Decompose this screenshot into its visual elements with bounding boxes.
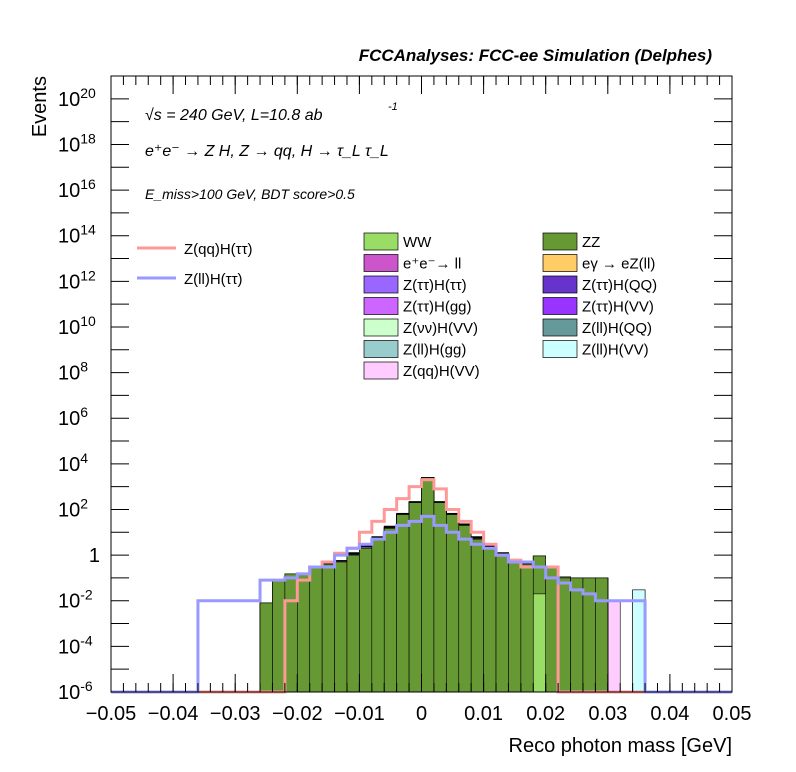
- legend-swatch: [363, 275, 399, 294]
- y-tick-label: 10-4: [58, 632, 93, 658]
- x-tick-label: −0.03: [210, 703, 261, 725]
- y-tick-label: 106: [58, 404, 88, 430]
- y-tick-label: 102: [58, 495, 88, 521]
- bar-zz: [359, 547, 373, 693]
- legend-swatch: [363, 297, 399, 315]
- legend-swatch: [542, 275, 578, 294]
- bar-zz: [383, 527, 397, 693]
- bar-zz: [284, 573, 298, 693]
- signal-line-1: [111, 514, 732, 694]
- bar-ww: [532, 593, 547, 693]
- legend-label: WW: [403, 234, 432, 251]
- legend-swatch: [542, 254, 578, 272]
- legend-label: Z(qq)H(VV): [403, 363, 480, 380]
- x-tick-label: 0.01: [464, 703, 503, 725]
- energy-text: √s = 240 GeV, L=10.8 ab: [145, 107, 323, 124]
- x-axis-label: Reco photon mass [GeV]: [509, 735, 732, 757]
- bar-zz: [346, 554, 360, 693]
- legend-label: Z(ττ)H(QQ): [582, 277, 657, 294]
- bar-zz: [545, 566, 559, 693]
- legend-label: Z(ll)H(ττ): [184, 271, 243, 288]
- x-tick-label: −0.01: [334, 703, 385, 725]
- bar-zz: [433, 502, 447, 693]
- process-text: e⁺e⁻ → Z H, Z → qq, H → τ_L τ_L: [145, 143, 389, 160]
- bar-zz: [495, 554, 509, 693]
- cuts-text: E_miss>100 GeV, BDT score>0.5: [145, 186, 355, 202]
- bar-zz: [321, 563, 335, 693]
- x-tick-label: 0.04: [650, 703, 689, 725]
- x-tick-label: −0.04: [148, 703, 199, 725]
- bar-zz: [296, 573, 311, 693]
- legend-swatch: [542, 318, 578, 337]
- x-tick-label: −0.05: [86, 703, 137, 725]
- bar-zz: [408, 502, 422, 693]
- bar-zz: [259, 602, 273, 693]
- chart-title: FCCAnalyses: FCC-ee Simulation (Delphes): [359, 46, 713, 65]
- y-tick-label: 1012: [58, 267, 96, 293]
- annotation-energy: √s = 240 GeV, L=10.8 ab -1: [145, 101, 398, 124]
- bar-z-ll-h-vv-: [632, 589, 646, 693]
- bar-zz: [446, 514, 460, 693]
- legend-label: eγ → eZ(ll): [582, 256, 655, 273]
- legend-label: Z(ττ)H(VV): [582, 299, 654, 316]
- bar-z-qq-h-vv-: [607, 600, 621, 693]
- bar-zz: [396, 514, 410, 693]
- legend-label: Z(ll)H(VV): [582, 342, 649, 359]
- legend-label: ZZ: [582, 234, 600, 251]
- legend-label: Z(ll)H(gg): [403, 342, 466, 359]
- legend-label: Z(νν)H(VV): [403, 320, 478, 337]
- bar-zz: [334, 561, 348, 693]
- legend-swatch: [542, 297, 578, 315]
- legend-swatch: [542, 340, 578, 358]
- legend-swatch: [363, 361, 399, 380]
- y-tick-label: 1014: [58, 222, 96, 248]
- y-tick-label: 1016: [58, 176, 96, 202]
- legend-swatch: [363, 254, 399, 272]
- legend-swatch: [363, 340, 399, 358]
- y-axis-label: Events: [29, 76, 51, 137]
- bar-zz: [458, 525, 472, 693]
- y-tick-label: 10-6: [58, 678, 93, 704]
- lumi-exponent: -1: [388, 101, 398, 113]
- legend-label: Z(ll)H(QQ): [582, 320, 652, 337]
- bar-zz: [557, 577, 571, 693]
- bar-zz: [309, 566, 323, 693]
- y-tick-label: 1010: [58, 313, 96, 339]
- axes: −0.05 −0.04 −0.03 −0.02 −0.01 0 0.01 0.02 0.03 0.…: [58, 75, 752, 725]
- legend-label: Z(ττ)H(gg): [403, 299, 472, 316]
- bar-zz: [272, 579, 286, 693]
- legend-label: Z(ττ)H(ττ): [403, 277, 467, 294]
- bar-zz: [520, 563, 534, 693]
- bar-zz: [508, 561, 522, 693]
- bar-zz: [570, 577, 584, 693]
- x-tick-label: −0.02: [272, 703, 323, 725]
- x-tick-label: 0: [416, 703, 427, 725]
- legend-swatch: [542, 232, 578, 251]
- x-tick-label: 0.05: [713, 703, 752, 725]
- bar-zz: [421, 477, 435, 693]
- bar-zz: [470, 538, 484, 693]
- y-tick-label: 108: [58, 359, 88, 385]
- y-tick-label: 1018: [58, 130, 96, 156]
- legend: Z(qq)H(ττ) Z(ll)H(ττ) WW ZZ e⁺e⁻→ ll eγ → eZ(…: [137, 232, 657, 380]
- y-tick-label: 10-2: [58, 587, 93, 613]
- y-tick-label: 1020: [58, 85, 96, 111]
- legend-label: Z(qq)H(ττ): [184, 241, 253, 258]
- legend-swatch: [363, 318, 399, 337]
- legend-swatch: [363, 232, 399, 251]
- x-tick-label: 0.03: [588, 703, 627, 725]
- y-tick-label: 104: [58, 450, 88, 476]
- y-tick-label: 1: [89, 545, 100, 567]
- bar-zz: [595, 577, 609, 693]
- bar-zz: [483, 547, 497, 693]
- x-tick-label: 0.02: [526, 703, 565, 725]
- bar-zz: [371, 538, 385, 693]
- legend-label: e⁺e⁻→ ll: [403, 256, 461, 273]
